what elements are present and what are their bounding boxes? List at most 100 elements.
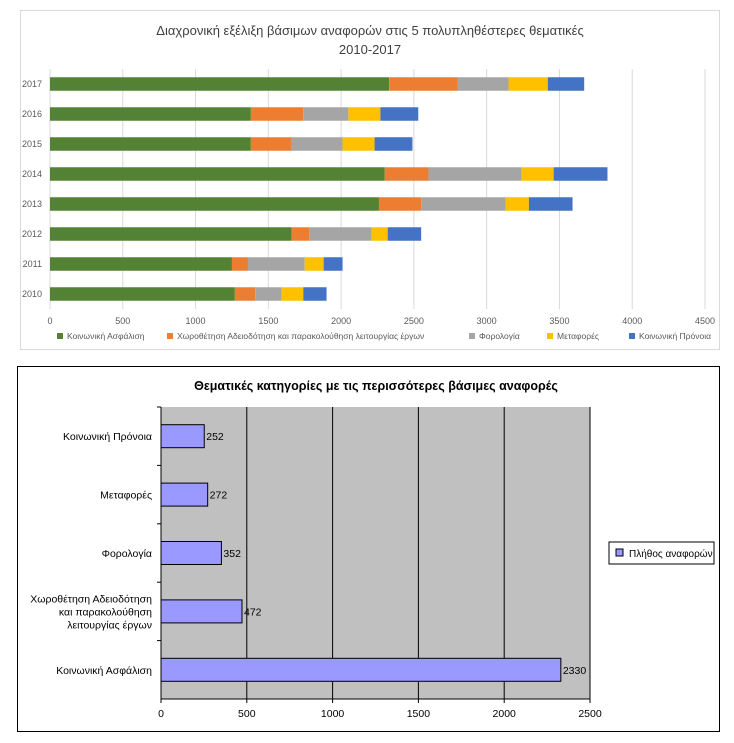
- bar-segment: [50, 197, 379, 211]
- bar-segment: [387, 227, 422, 241]
- y-tick-label: 2012: [22, 229, 42, 239]
- bar-segment: [303, 107, 349, 121]
- x-tick-label: 500: [115, 316, 130, 326]
- bar-segment: [378, 197, 422, 211]
- legend-swatch: [57, 333, 63, 339]
- bar-segment: [508, 77, 548, 91]
- x-tick-label: 2500: [578, 708, 602, 720]
- bar-segment: [250, 107, 304, 121]
- x-tick-label: 1000: [186, 316, 206, 326]
- bar: [160, 599, 243, 624]
- bar-segment: [50, 257, 232, 271]
- data-label: 472: [244, 606, 262, 618]
- bar-segment: [457, 77, 509, 91]
- bar-segment: [281, 287, 304, 301]
- bar-segment: [303, 287, 327, 301]
- legend-swatch: [547, 333, 553, 339]
- bar-segment: [547, 77, 585, 91]
- bar-segment: [50, 227, 292, 241]
- plot-area: [161, 407, 590, 699]
- data-label: 352: [223, 548, 241, 560]
- y-tick-label: λειτουργίας έργων: [67, 619, 152, 631]
- bar-segment: [371, 227, 388, 241]
- data-label: 252: [206, 431, 224, 443]
- legend-entry: Πλήθος αναφορών: [629, 548, 713, 560]
- bar-segment: [50, 77, 390, 91]
- bar-segment: [380, 107, 419, 121]
- legend-entry: Κοινωνική Ασφάλιση: [67, 331, 145, 341]
- data-label: 2330: [563, 665, 587, 677]
- x-tick-label: 4500: [695, 316, 715, 326]
- legend-entry: Μεταφορές: [557, 331, 599, 341]
- y-tick-label: 2015: [22, 139, 42, 149]
- stacked-bar-chart-svg: Διαχρονική εξέλιξη βάσιμων αναφορών στις…: [22, 23, 715, 341]
- bar-segment: [384, 167, 429, 181]
- data-label: 272: [210, 490, 228, 502]
- bar-segment: [50, 167, 385, 181]
- bar-segment: [50, 137, 251, 151]
- bar-segment: [234, 287, 256, 301]
- bar-segment: [247, 257, 305, 271]
- bar-segment: [50, 287, 235, 301]
- legend-swatch: [167, 333, 173, 339]
- bar-segment: [309, 227, 372, 241]
- bar-segment: [374, 137, 413, 151]
- bar-segment: [250, 137, 292, 151]
- x-tick-label: 0: [47, 316, 52, 326]
- y-tick-label: Φορολογία: [102, 548, 152, 560]
- bar-segment: [231, 257, 248, 271]
- y-tick-label: 2016: [22, 109, 42, 119]
- x-tick-label: 2500: [404, 316, 424, 326]
- chart-subtitle: 2010-2017: [339, 42, 401, 57]
- y-tick-label: 2014: [22, 169, 42, 179]
- bar-segment: [342, 137, 375, 151]
- x-tick-label: 3500: [549, 316, 569, 326]
- bar-segment: [291, 227, 310, 241]
- bar-segment: [521, 167, 554, 181]
- x-tick-label: 500: [238, 708, 256, 720]
- legend-entry: Κοινωνική Πρόνοια: [639, 331, 711, 341]
- bar-segment: [389, 77, 458, 91]
- category-bar-chart-svg: Θεματικές κατηγορίες με τις περισσότερες…: [30, 379, 715, 720]
- bar-segment: [553, 167, 608, 181]
- bar-segment: [505, 197, 529, 211]
- y-tick-label: Κοινωνική Πρόνοια: [63, 431, 152, 443]
- y-tick-label: Μεταφορές: [100, 490, 152, 502]
- chart-title: Διαχρονική εξέλιξη βάσιμων αναφορών στις…: [156, 23, 583, 38]
- bar: [160, 657, 562, 682]
- bar-segment: [304, 257, 324, 271]
- bar-segment: [255, 287, 282, 301]
- x-tick-label: 3000: [477, 316, 497, 326]
- x-tick-label: 1500: [258, 316, 278, 326]
- stacked-bar-chart: Διαχρονική εξέλιξη βάσιμων αναφορών στις…: [20, 10, 720, 350]
- legend-entry: Χωροθέτηση Αδειοδότηση και παρακολούθηση…: [177, 331, 424, 341]
- legend-entry: Φορολογία: [479, 331, 520, 341]
- x-tick-label: 2000: [331, 316, 351, 326]
- x-tick-label: 1500: [407, 708, 431, 720]
- x-tick-label: 0: [158, 708, 164, 720]
- bar-segment: [421, 197, 506, 211]
- legend-swatch: [615, 548, 624, 557]
- bar: [160, 424, 205, 449]
- y-tick-label: και παρακολούθηση: [59, 606, 152, 618]
- legend-swatch: [629, 333, 635, 339]
- x-tick-label: 1000: [321, 708, 345, 720]
- chart-title: Θεματικές κατηγορίες με τις περισσότερες…: [194, 379, 558, 393]
- x-tick-label: 4000: [622, 316, 642, 326]
- bar-segment: [428, 167, 522, 181]
- legend-swatch: [469, 333, 475, 339]
- y-tick-label: 2011: [23, 259, 42, 269]
- category-bar-chart: Θεματικές κατηγορίες με τις περισσότερες…: [17, 366, 720, 732]
- x-tick-label: 2000: [493, 708, 517, 720]
- legend-box: [608, 541, 715, 565]
- bar-segment: [291, 137, 343, 151]
- bar-segment: [348, 107, 381, 121]
- bar-segment: [528, 197, 573, 211]
- y-tick-label: 2013: [22, 199, 42, 209]
- y-tick-label: Κοινωνική Ασφάλιση: [56, 665, 152, 677]
- y-tick-label: 2017: [22, 79, 42, 89]
- bar: [160, 541, 222, 565]
- y-tick-label: Χωροθέτηση Αδειοδότηση: [30, 593, 152, 605]
- bar-segment: [323, 257, 343, 271]
- y-tick-label: 2010: [22, 289, 42, 299]
